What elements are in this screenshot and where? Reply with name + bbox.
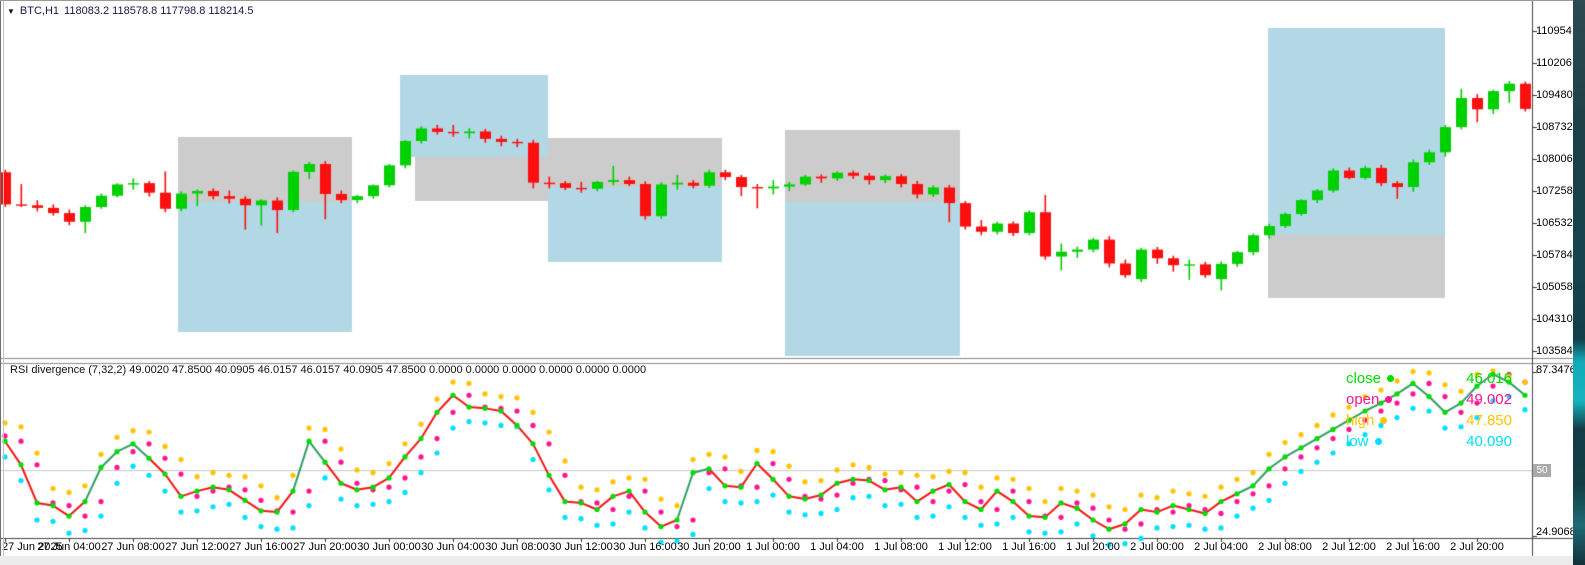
time-axis-label: 2 Jul 20:00 xyxy=(1450,541,1504,553)
legend-row-open: open 49.002 xyxy=(1346,389,1512,410)
time-axis-label: 27 Jun 04:00 xyxy=(37,541,101,553)
bottom-margin-strip xyxy=(0,556,1573,565)
price-axis-label: 110954.0 xyxy=(1536,25,1582,37)
window-left-inner-border xyxy=(3,0,4,556)
time-axis-label: 2 Jul 00:00 xyxy=(1130,541,1184,553)
time-axis-label: 2 Jul 16:00 xyxy=(1386,541,1440,553)
legend-close-label: close xyxy=(1346,370,1382,387)
price-axis-label: 105784.0 xyxy=(1536,249,1582,261)
time-axis-label: 30 Jun 08:00 xyxy=(485,541,549,553)
legend-high-value: 47.850 xyxy=(1466,412,1512,429)
time-axis-label: 2 Jul 08:00 xyxy=(1258,541,1312,553)
time-axis-label: 30 Jun 20:00 xyxy=(677,541,741,553)
price-axis-label: 110206.0 xyxy=(1536,57,1582,69)
time-axis-label: 27 Jun 20:00 xyxy=(293,541,357,553)
time-axis-label: 1 Jul 04:00 xyxy=(810,541,864,553)
indicator-header: RSI divergence (7,32,2) 49.0020 47.8500 … xyxy=(10,364,647,376)
time-axis-label: 1 Jul 20:00 xyxy=(1066,541,1120,553)
rsi-mid-level-badge: 50 xyxy=(1533,464,1551,477)
time-axis-label: 2 Jul 12:00 xyxy=(1322,541,1376,553)
low-dot-icon xyxy=(1374,438,1382,445)
legend-row-low: low 40.090 xyxy=(1346,431,1512,452)
price-axis-label: 106532.0 xyxy=(1536,217,1582,229)
price-axis-label: 107258.0 xyxy=(1536,185,1582,197)
time-axis-label: 30 Jun 16:00 xyxy=(613,541,677,553)
time-axis-label: 30 Jun 12:00 xyxy=(549,541,613,553)
price-axis-label: 109480.0 xyxy=(1536,89,1582,101)
price-axis-label: 104310.0 xyxy=(1536,313,1582,325)
window-top-border xyxy=(0,0,1573,1)
time-axis-label: 27 Jun 2025 xyxy=(2,541,63,553)
time-axis-label: 1 Jul 00:00 xyxy=(746,541,800,553)
legend-open-value: 49.002 xyxy=(1466,391,1512,408)
legend-high-label: high xyxy=(1346,412,1375,429)
time-axis-label: 1 Jul 16:00 xyxy=(1002,541,1056,553)
legend-low-label: low xyxy=(1346,433,1369,450)
vertical-scrollbar[interactable] xyxy=(1573,0,1585,565)
rsi-max-label: 87.3476 xyxy=(1536,364,1576,376)
symbol-dropdown-icon[interactable]: ▼ xyxy=(7,6,15,16)
rsi-min-label: 24.9068 xyxy=(1536,526,1576,538)
time-axis-label: 1 Jul 12:00 xyxy=(938,541,992,553)
rsi-legend: close 46.016 open 49.002 high 47.850 low… xyxy=(1346,368,1512,452)
legend-low-value: 40.090 xyxy=(1466,433,1512,450)
time-axis-label: 30 Jun 00:00 xyxy=(357,541,421,553)
window-left-border xyxy=(0,0,1,556)
legend-row-high: high 47.850 xyxy=(1346,410,1512,431)
time-axis-label: 27 Jun 08:00 xyxy=(101,541,165,553)
time-axis-label: 27 Jun 16:00 xyxy=(229,541,293,553)
price-axis-label: 108732.0 xyxy=(1536,121,1582,133)
time-axis-label: 30 Jun 04:00 xyxy=(421,541,485,553)
legend-row-close: close 46.016 xyxy=(1346,368,1512,389)
ohlc-values: 118083.2 118578.8 117798.8 118214.5 xyxy=(64,5,254,17)
close-dot-icon xyxy=(1387,375,1395,382)
legend-open-label: open xyxy=(1346,391,1380,408)
time-axis-label: 2 Jul 04:00 xyxy=(1194,541,1248,553)
time-axis-label: 1 Jul 08:00 xyxy=(874,541,928,553)
symbol-label: BTC,H1 xyxy=(19,5,60,17)
legend-close-value: 46.016 xyxy=(1466,370,1512,387)
price-axis-label: 103584.0 xyxy=(1536,345,1582,357)
time-axis-label: 27 Jun 12:00 xyxy=(165,541,229,553)
open-dot-icon xyxy=(1385,396,1393,403)
high-dot-icon xyxy=(1380,417,1388,424)
price-axis-label: 105058.0 xyxy=(1536,281,1582,293)
chart-ohlc-header: ▼ BTC,H1 118083.2 118578.8 117798.8 1182… xyxy=(7,5,253,17)
price-axis-label: 108006.0 xyxy=(1536,153,1582,165)
